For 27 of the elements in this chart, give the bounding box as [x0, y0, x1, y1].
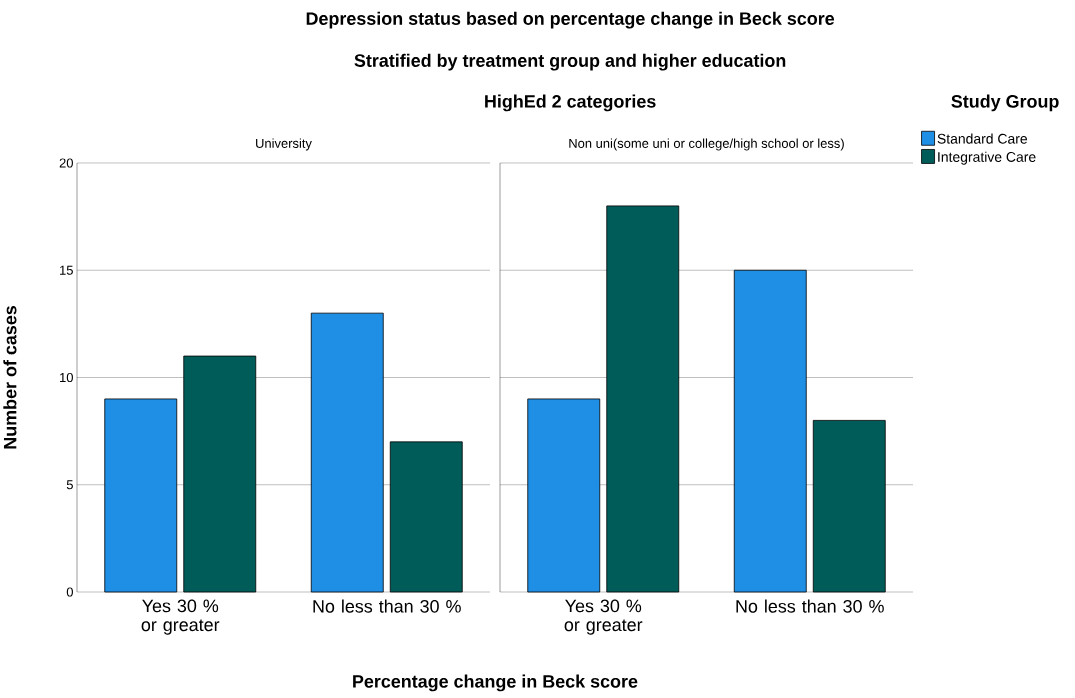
legend-label: Standard Care	[937, 133, 1028, 144]
text: Stratified by treatment group and higher education	[354, 53, 786, 71]
y-tick-label: 5	[66, 480, 73, 490]
y-tick-label: 10	[60, 372, 73, 383]
x-tick-label: No less than 30 %	[313, 599, 461, 613]
bar	[310, 312, 384, 593]
text: Depression status based on percentage change in Beck score	[306, 11, 835, 29]
y-tick-label: 20	[59, 158, 73, 168]
y-axis-title: Number of cases	[3, 306, 17, 449]
x-tick-label: Yes 30 % or greater	[141, 599, 220, 635]
bar	[812, 420, 886, 593]
bar	[733, 269, 807, 593]
bar	[527, 398, 601, 593]
legend-title: Study Group	[951, 94, 1059, 112]
chart-title: Non uni(some uni or college/high school or less)	[569, 138, 844, 151]
y-tick-label: 15	[60, 265, 73, 275]
x-axis-title: Percentage change in Beck score	[353, 674, 638, 692]
legend-label: Integrative Care	[938, 151, 1036, 165]
y-tick-label: 0	[66, 587, 73, 597]
text: HighEd 2 categories	[485, 94, 656, 112]
bar	[389, 441, 463, 593]
bar	[606, 205, 680, 593]
chart-title: University	[256, 138, 312, 151]
x-tick-label: No less than 30 %	[736, 599, 884, 613]
x-tick-label: Yes 30 % or greater	[564, 599, 643, 635]
bar	[104, 398, 178, 593]
bar	[183, 355, 257, 593]
